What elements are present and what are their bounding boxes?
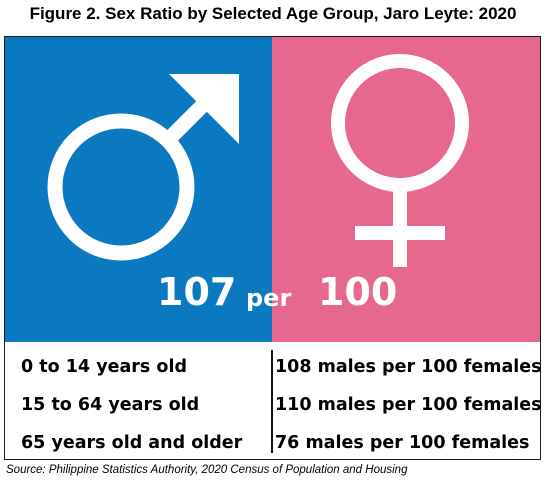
headline-males-value: 107	[157, 270, 237, 314]
column-divider	[271, 350, 273, 453]
age-group-label: 15 to 64 years old	[21, 395, 200, 415]
chart-title: Figure 2. Sex Ratio by Selected Age Grou…	[29, 4, 517, 23]
headline-females-value: 100	[318, 270, 398, 314]
sex-ratio-label: 76 males per 100 females	[275, 433, 530, 453]
headline-per-label: per	[246, 284, 292, 312]
infographic-card: 107 per 100 0 to 14 years old 108 males p…	[4, 36, 541, 460]
male-panel	[5, 37, 272, 342]
sex-ratio-label: 110 males per 100 females	[275, 395, 541, 415]
table-row: 15 to 64 years old 110 males per 100 fema…	[5, 387, 541, 423]
table-row: 0 to 14 years old 108 males per 100 femal…	[5, 349, 541, 385]
age-group-table: 0 to 14 years old 108 males per 100 femal…	[5, 342, 541, 459]
age-group-label: 65 years old and older	[21, 433, 243, 453]
age-group-label: 0 to 14 years old	[21, 357, 187, 377]
sex-ratio-label: 108 males per 100 females	[275, 357, 541, 377]
female-panel	[272, 37, 540, 342]
female-symbol-icon	[331, 54, 469, 267]
male-symbol-icon	[47, 74, 239, 261]
source-note: Source: Philippine Statistics Authority,…	[6, 464, 408, 476]
table-row: 65 years old and older 76 males per 100 f…	[5, 425, 540, 459]
